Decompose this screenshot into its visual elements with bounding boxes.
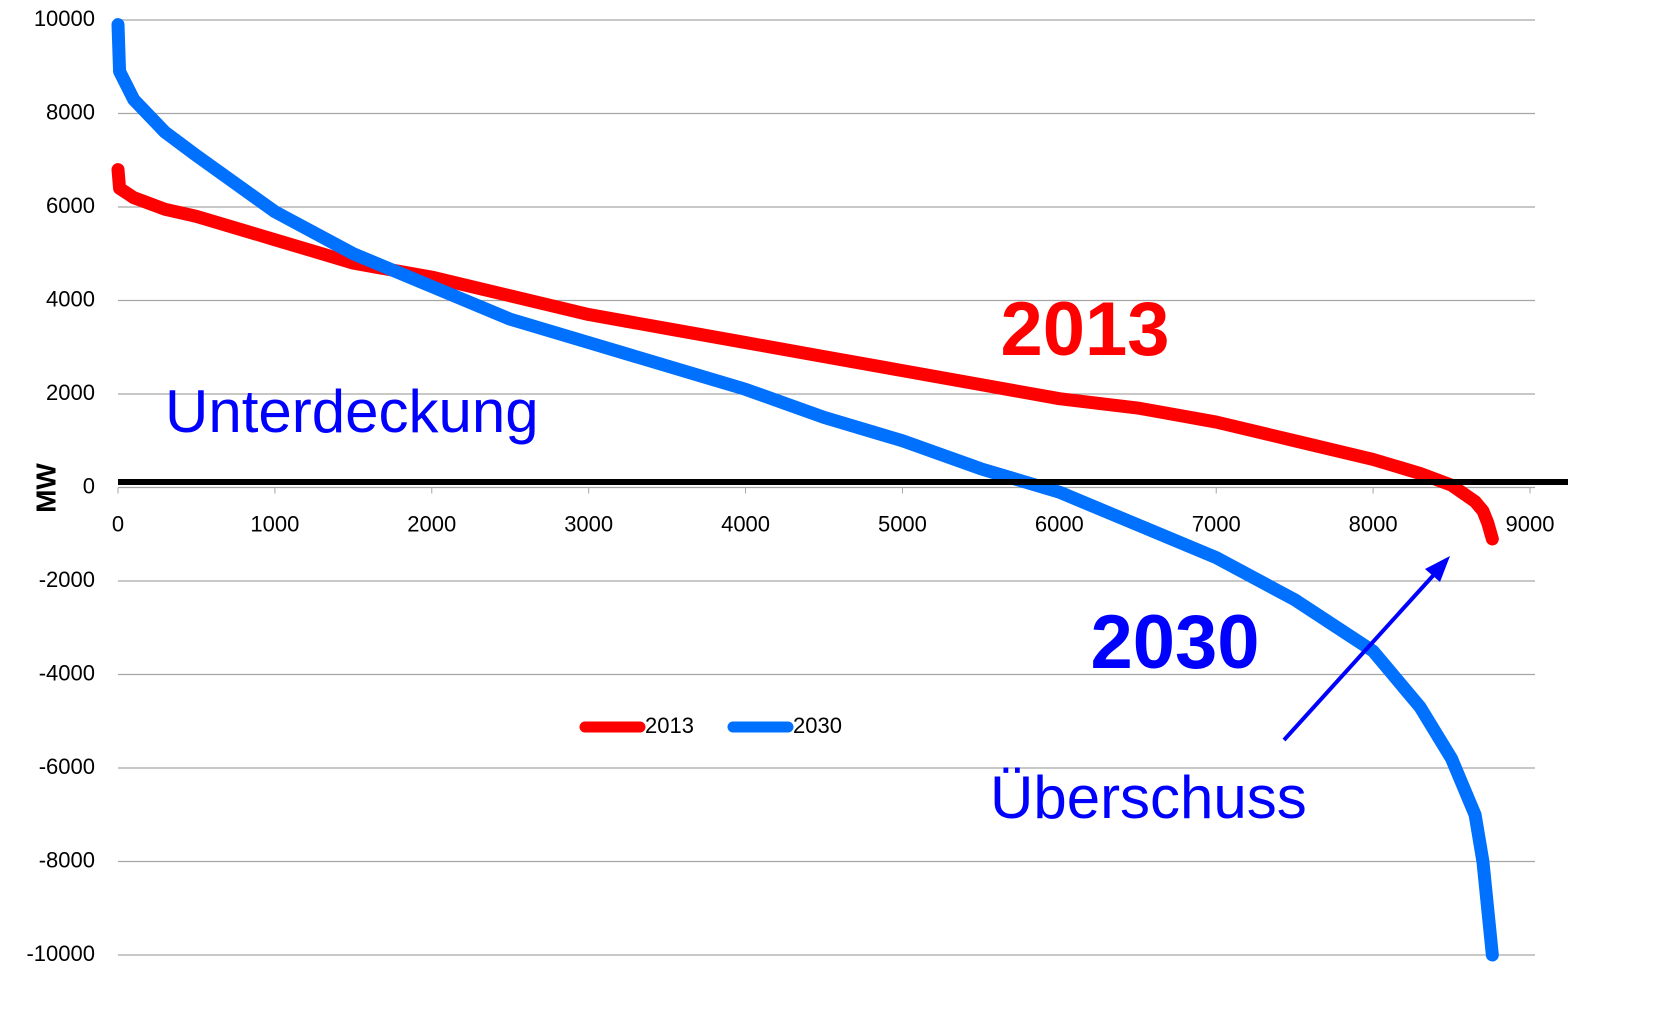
y-tick-label: -6000 (39, 754, 95, 779)
y-tick-label: -8000 (39, 847, 95, 872)
y-tick-label: 10000 (34, 6, 95, 31)
legend-label: 2013 (645, 713, 694, 738)
y-tick-label: -4000 (39, 660, 95, 685)
labels: -10000 -8000 -6000 -4000 -2000 0 2000 4000 6000 8… (26, 6, 1554, 966)
y-tick-label: 0 (83, 473, 95, 498)
grid (117, 19, 1535, 956)
x-tick-label: 0 (112, 511, 124, 536)
annotation: 2030 (1090, 600, 1259, 685)
arrow-head (1425, 556, 1450, 582)
annotation: Überschuss (990, 764, 1307, 831)
legend: 2013 2030 (579, 713, 842, 738)
y-tick-label: 8000 (46, 99, 95, 124)
y-tick-label: 2000 (46, 380, 95, 405)
x-tick-label: 4000 (721, 511, 770, 536)
x-tick-label: 3000 (564, 511, 613, 536)
legend-label: 2030 (793, 713, 842, 738)
annotation: 2013 (1000, 287, 1169, 372)
x-tick-label: 6000 (1035, 511, 1084, 536)
x-tick-label: 5000 (878, 511, 927, 536)
y-tick-label: -2000 (39, 567, 95, 592)
y-tick-label: -10000 (26, 941, 95, 966)
x-tick-label: 2000 (407, 511, 456, 536)
y-tick-label: 6000 (46, 193, 95, 218)
annotation: Unterdeckung (165, 378, 539, 445)
x-tick-label: 1000 (250, 511, 299, 536)
y-tick-label: 4000 (46, 286, 95, 311)
x-tick-label: 7000 (1192, 511, 1241, 536)
arrow (1282, 566, 1442, 742)
series-line (111, 18, 1499, 962)
y-axis-label: MW (30, 463, 61, 513)
x-tick-label: 9000 (1506, 511, 1555, 536)
x-tick-label: 8000 (1349, 511, 1398, 536)
